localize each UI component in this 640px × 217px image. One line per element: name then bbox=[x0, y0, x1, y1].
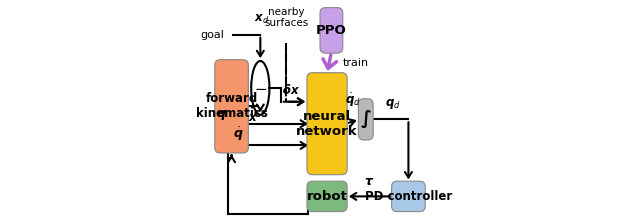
Text: PD controller: PD controller bbox=[365, 190, 452, 203]
Text: PPO: PPO bbox=[316, 24, 347, 37]
Text: forward
kinematics: forward kinematics bbox=[196, 92, 268, 120]
Text: nearby
surfaces: nearby surfaces bbox=[264, 7, 308, 28]
Text: $\boldsymbol{q}$: $\boldsymbol{q}$ bbox=[216, 107, 227, 122]
Text: $\dot{\boldsymbol{q}}_d$: $\dot{\boldsymbol{q}}_d$ bbox=[345, 91, 361, 108]
Text: $\boldsymbol{q}_d$: $\boldsymbol{q}_d$ bbox=[385, 97, 401, 111]
FancyBboxPatch shape bbox=[392, 181, 425, 212]
Text: $-$: $-$ bbox=[253, 80, 267, 95]
FancyBboxPatch shape bbox=[307, 73, 347, 175]
Text: goal: goal bbox=[201, 30, 225, 40]
Text: neural
network: neural network bbox=[296, 110, 358, 138]
Text: train: train bbox=[342, 58, 369, 68]
FancyBboxPatch shape bbox=[358, 99, 373, 140]
FancyBboxPatch shape bbox=[307, 181, 347, 212]
Text: $\boldsymbol{\delta x}$: $\boldsymbol{\delta x}$ bbox=[282, 82, 300, 97]
FancyBboxPatch shape bbox=[215, 60, 248, 153]
Text: ∫: ∫ bbox=[360, 110, 371, 128]
Text: robot: robot bbox=[307, 190, 348, 203]
FancyBboxPatch shape bbox=[320, 8, 343, 53]
Text: $\boldsymbol{\tau}$: $\boldsymbol{\tau}$ bbox=[364, 175, 374, 188]
Text: $\boldsymbol{x}_d$: $\boldsymbol{x}_d$ bbox=[253, 13, 269, 26]
Text: $\dot{\boldsymbol{q}}$: $\dot{\boldsymbol{q}}$ bbox=[233, 126, 244, 143]
Text: $\boldsymbol{x}$: $\boldsymbol{x}$ bbox=[248, 111, 259, 124]
